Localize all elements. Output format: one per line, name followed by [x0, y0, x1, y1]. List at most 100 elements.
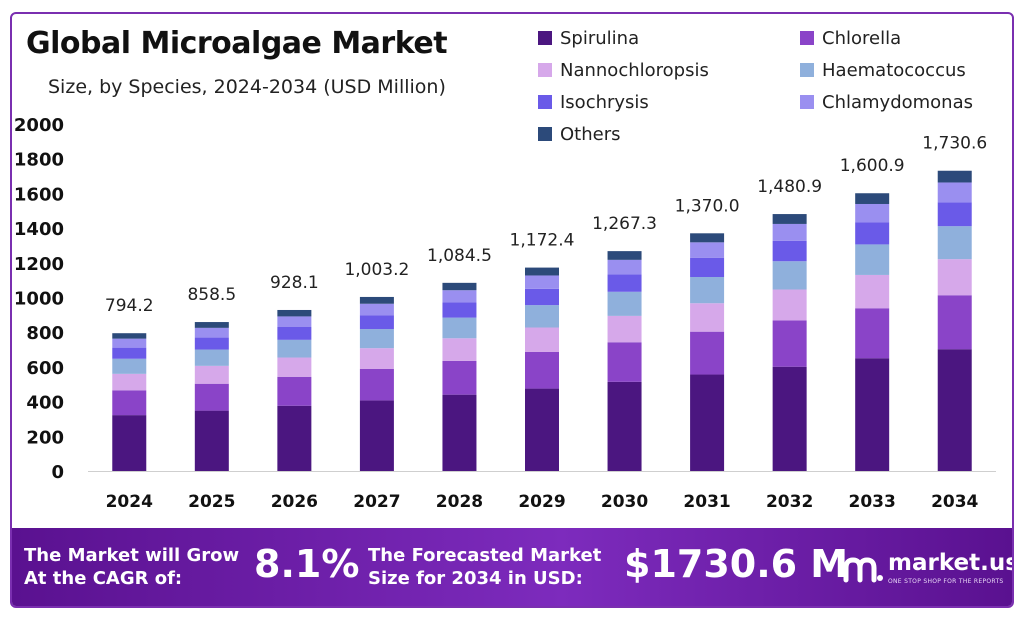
bar-segment-others — [772, 214, 807, 224]
bar-segment-chlorella — [607, 342, 642, 382]
x-tick-label: 2032 — [766, 492, 813, 512]
bar-segment-nannochloropsis — [112, 373, 147, 391]
bar-segment-spirulina — [277, 405, 312, 471]
bar-segment-isochrysis — [112, 347, 147, 359]
bar-segment-spirulina — [855, 358, 890, 471]
legend-swatch — [800, 95, 814, 109]
summary-banner: The Market will Grow At the CAGR of: 8.1… — [12, 528, 1012, 606]
bar-segment-others — [937, 170, 972, 183]
y-tick-label: 1400 — [14, 219, 64, 240]
x-tick-label: 2034 — [931, 492, 978, 512]
y-tick-label: 2000 — [14, 115, 64, 136]
forecast-caption-line2: Size for 2034 in USD: — [368, 568, 583, 589]
bar-segment-chlorella — [194, 383, 229, 411]
bar-segment-chlamydomonas — [277, 316, 312, 327]
bar-segment-chlamydomonas — [525, 275, 559, 289]
forecast-caption-line1: The Forecasted Market — [368, 545, 602, 566]
bar-segment-haematococcus — [359, 329, 394, 349]
bar-segment-chlamydomonas — [194, 327, 229, 338]
bar-total-label: 794.2 — [105, 296, 154, 316]
legend-label: Spirulina — [560, 27, 640, 49]
bar-segment-spirulina — [772, 366, 807, 471]
bar-segment-spirulina — [359, 400, 394, 471]
bar-segment-nannochloropsis — [442, 338, 477, 361]
x-tick-label: 2027 — [353, 492, 400, 512]
x-tick-label: 2025 — [188, 492, 235, 512]
bar-segment-isochrysis — [690, 257, 725, 278]
legend-label: Chlamydomonas — [822, 91, 973, 113]
bar-segment-chlorella — [442, 360, 477, 395]
bar-segment-spirulina — [194, 410, 229, 471]
bar-total-label: 928.1 — [270, 273, 319, 293]
legend-swatch — [538, 127, 552, 141]
bar-segment-chlamydomonas — [112, 338, 147, 348]
bar-segment-others — [690, 233, 725, 243]
bar-total-label: 1,600.9 — [840, 156, 905, 176]
legend-label: Chlorella — [822, 27, 902, 49]
y-tick-label: 200 — [26, 427, 64, 448]
legend-swatch — [800, 31, 814, 45]
market-us-logo-icon — [843, 557, 883, 583]
x-tick-label: 2026 — [271, 492, 318, 512]
bar-segment-haematococcus — [855, 244, 890, 275]
legend-swatch — [538, 63, 552, 77]
bar-total-label: 1,003.2 — [344, 260, 409, 280]
bar-segment-chlorella — [855, 308, 890, 359]
x-tick-label: 2031 — [683, 492, 730, 512]
bar-segment-isochrysis — [194, 337, 229, 350]
bar-segment-nannochloropsis — [277, 357, 312, 377]
cagr-caption-line1: The Market will Grow — [24, 545, 240, 566]
bar-segment-haematococcus — [277, 339, 312, 358]
bar-segment-nannochloropsis — [359, 348, 394, 369]
market-us-logo: market.us ONE STOP SHOP FOR THE REPORTS — [840, 548, 1012, 592]
legend-item-others: Others — [538, 122, 621, 146]
bar-segment-nannochloropsis — [690, 303, 725, 332]
legend-swatch — [538, 95, 552, 109]
bar-segment-haematococcus — [525, 305, 559, 328]
bar-total-label: 1,267.3 — [592, 214, 657, 234]
x-tick-label: 2033 — [849, 492, 896, 512]
bar-segment-isochrysis — [442, 302, 477, 318]
bar-segment-chlamydomonas — [772, 223, 807, 241]
chart-frame: Global Microalgae Market Size, by Specie… — [10, 12, 1014, 608]
bar-segment-others — [525, 267, 559, 276]
forecast-caption: The Forecasted Market Size for 2034 in U… — [368, 544, 601, 590]
bar-segment-chlamydomonas — [855, 203, 890, 223]
bar-segment-haematococcus — [112, 358, 147, 374]
legend-label: Others — [560, 123, 621, 145]
bar-total-label: 1,730.6 — [922, 134, 987, 154]
bar-total-label: 1,172.4 — [510, 231, 575, 251]
cagr-value: 8.1% — [254, 542, 360, 586]
bar-segment-isochrysis — [525, 288, 559, 306]
bar-segment-haematococcus — [442, 317, 477, 339]
bar-segment-haematococcus — [772, 261, 807, 290]
bar-segment-chlamydomonas — [607, 259, 642, 275]
bar-segment-chlorella — [112, 390, 147, 416]
bar-segment-spirulina — [442, 394, 477, 471]
bar-segment-spirulina — [937, 349, 972, 471]
bar-segment-others — [194, 322, 229, 328]
bar-segment-nannochloropsis — [937, 259, 972, 296]
bar-total-label: 1,084.5 — [427, 246, 492, 266]
y-tick-label: 0 — [51, 462, 64, 483]
bar-total-label: 1,370.0 — [675, 196, 740, 216]
bar-segment-nannochloropsis — [772, 289, 807, 321]
chart-title: Global Microalgae Market — [26, 26, 448, 61]
bar-segment-haematococcus — [194, 349, 229, 366]
forecast-value: $1730.6 M — [624, 542, 849, 586]
bar-segment-chlamydomonas — [937, 182, 972, 203]
bar-segment-nannochloropsis — [855, 274, 890, 309]
bar-segment-nannochloropsis — [607, 315, 642, 343]
bar-segment-isochrysis — [772, 240, 807, 262]
bar-segment-chlorella — [772, 320, 807, 367]
bar-segment-others — [277, 309, 312, 317]
bar-segment-others — [359, 296, 394, 304]
bar-segment-spirulina — [607, 381, 642, 471]
legend-label: Nannochloropsis — [560, 59, 709, 81]
legend-item-chlorella: Chlorella — [800, 26, 901, 50]
x-tick-label: 2029 — [518, 492, 565, 512]
bar-segment-haematococcus — [937, 226, 972, 260]
bar-segment-others — [855, 193, 890, 204]
y-tick-label: 1200 — [14, 254, 64, 275]
bar-segment-haematococcus — [690, 277, 725, 304]
